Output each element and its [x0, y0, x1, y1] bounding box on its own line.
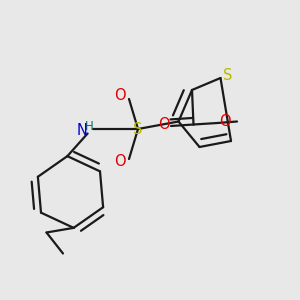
- Text: S: S: [223, 68, 233, 82]
- Text: H: H: [85, 119, 94, 133]
- Text: O: O: [114, 88, 126, 104]
- Text: N: N: [77, 123, 88, 138]
- Text: S: S: [133, 122, 143, 136]
- Text: O: O: [219, 114, 231, 129]
- Text: O: O: [114, 154, 126, 169]
- Text: O: O: [158, 117, 169, 132]
